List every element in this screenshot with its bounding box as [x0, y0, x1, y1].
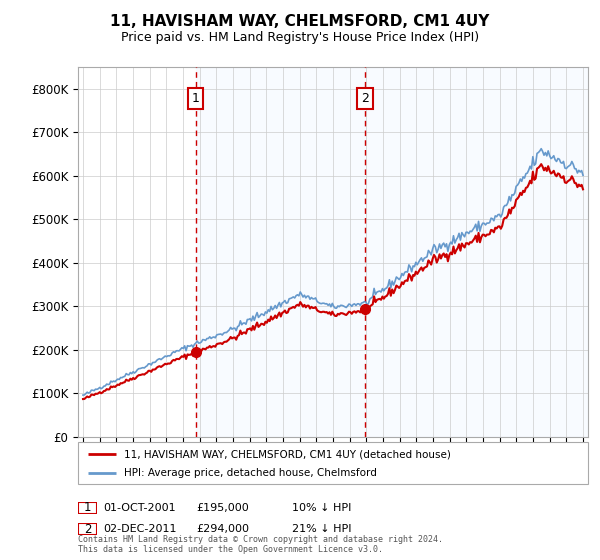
Bar: [196, 67, 599, 437]
FancyBboxPatch shape: [78, 523, 97, 535]
Text: 11, HAVISHAM WAY, CHELMSFORD, CM1 4UY: 11, HAVISHAM WAY, CHELMSFORD, CM1 4UY: [110, 14, 490, 29]
Text: 01-OCT-2001: 01-OCT-2001: [103, 503, 176, 513]
Text: 2: 2: [361, 92, 369, 105]
Text: Price paid vs. HM Land Registry's House Price Index (HPI): Price paid vs. HM Land Registry's House …: [121, 31, 479, 44]
Text: HPI: Average price, detached house, Chelmsford: HPI: Average price, detached house, Chel…: [124, 468, 377, 478]
Text: Contains HM Land Registry data © Crown copyright and database right 2024.
This d: Contains HM Land Registry data © Crown c…: [78, 535, 443, 554]
Text: 1: 1: [191, 92, 199, 105]
FancyBboxPatch shape: [78, 442, 588, 484]
Text: 10% ↓ HPI: 10% ↓ HPI: [292, 503, 352, 513]
Text: 11, HAVISHAM WAY, CHELMSFORD, CM1 4UY (detached house): 11, HAVISHAM WAY, CHELMSFORD, CM1 4UY (d…: [124, 449, 451, 459]
Text: 1: 1: [84, 501, 91, 515]
FancyBboxPatch shape: [78, 502, 97, 514]
Text: 21% ↓ HPI: 21% ↓ HPI: [292, 524, 352, 534]
Text: 02-DEC-2011: 02-DEC-2011: [103, 524, 176, 534]
Text: £294,000: £294,000: [196, 524, 249, 534]
Text: £195,000: £195,000: [196, 503, 249, 513]
Text: 2: 2: [84, 522, 91, 536]
